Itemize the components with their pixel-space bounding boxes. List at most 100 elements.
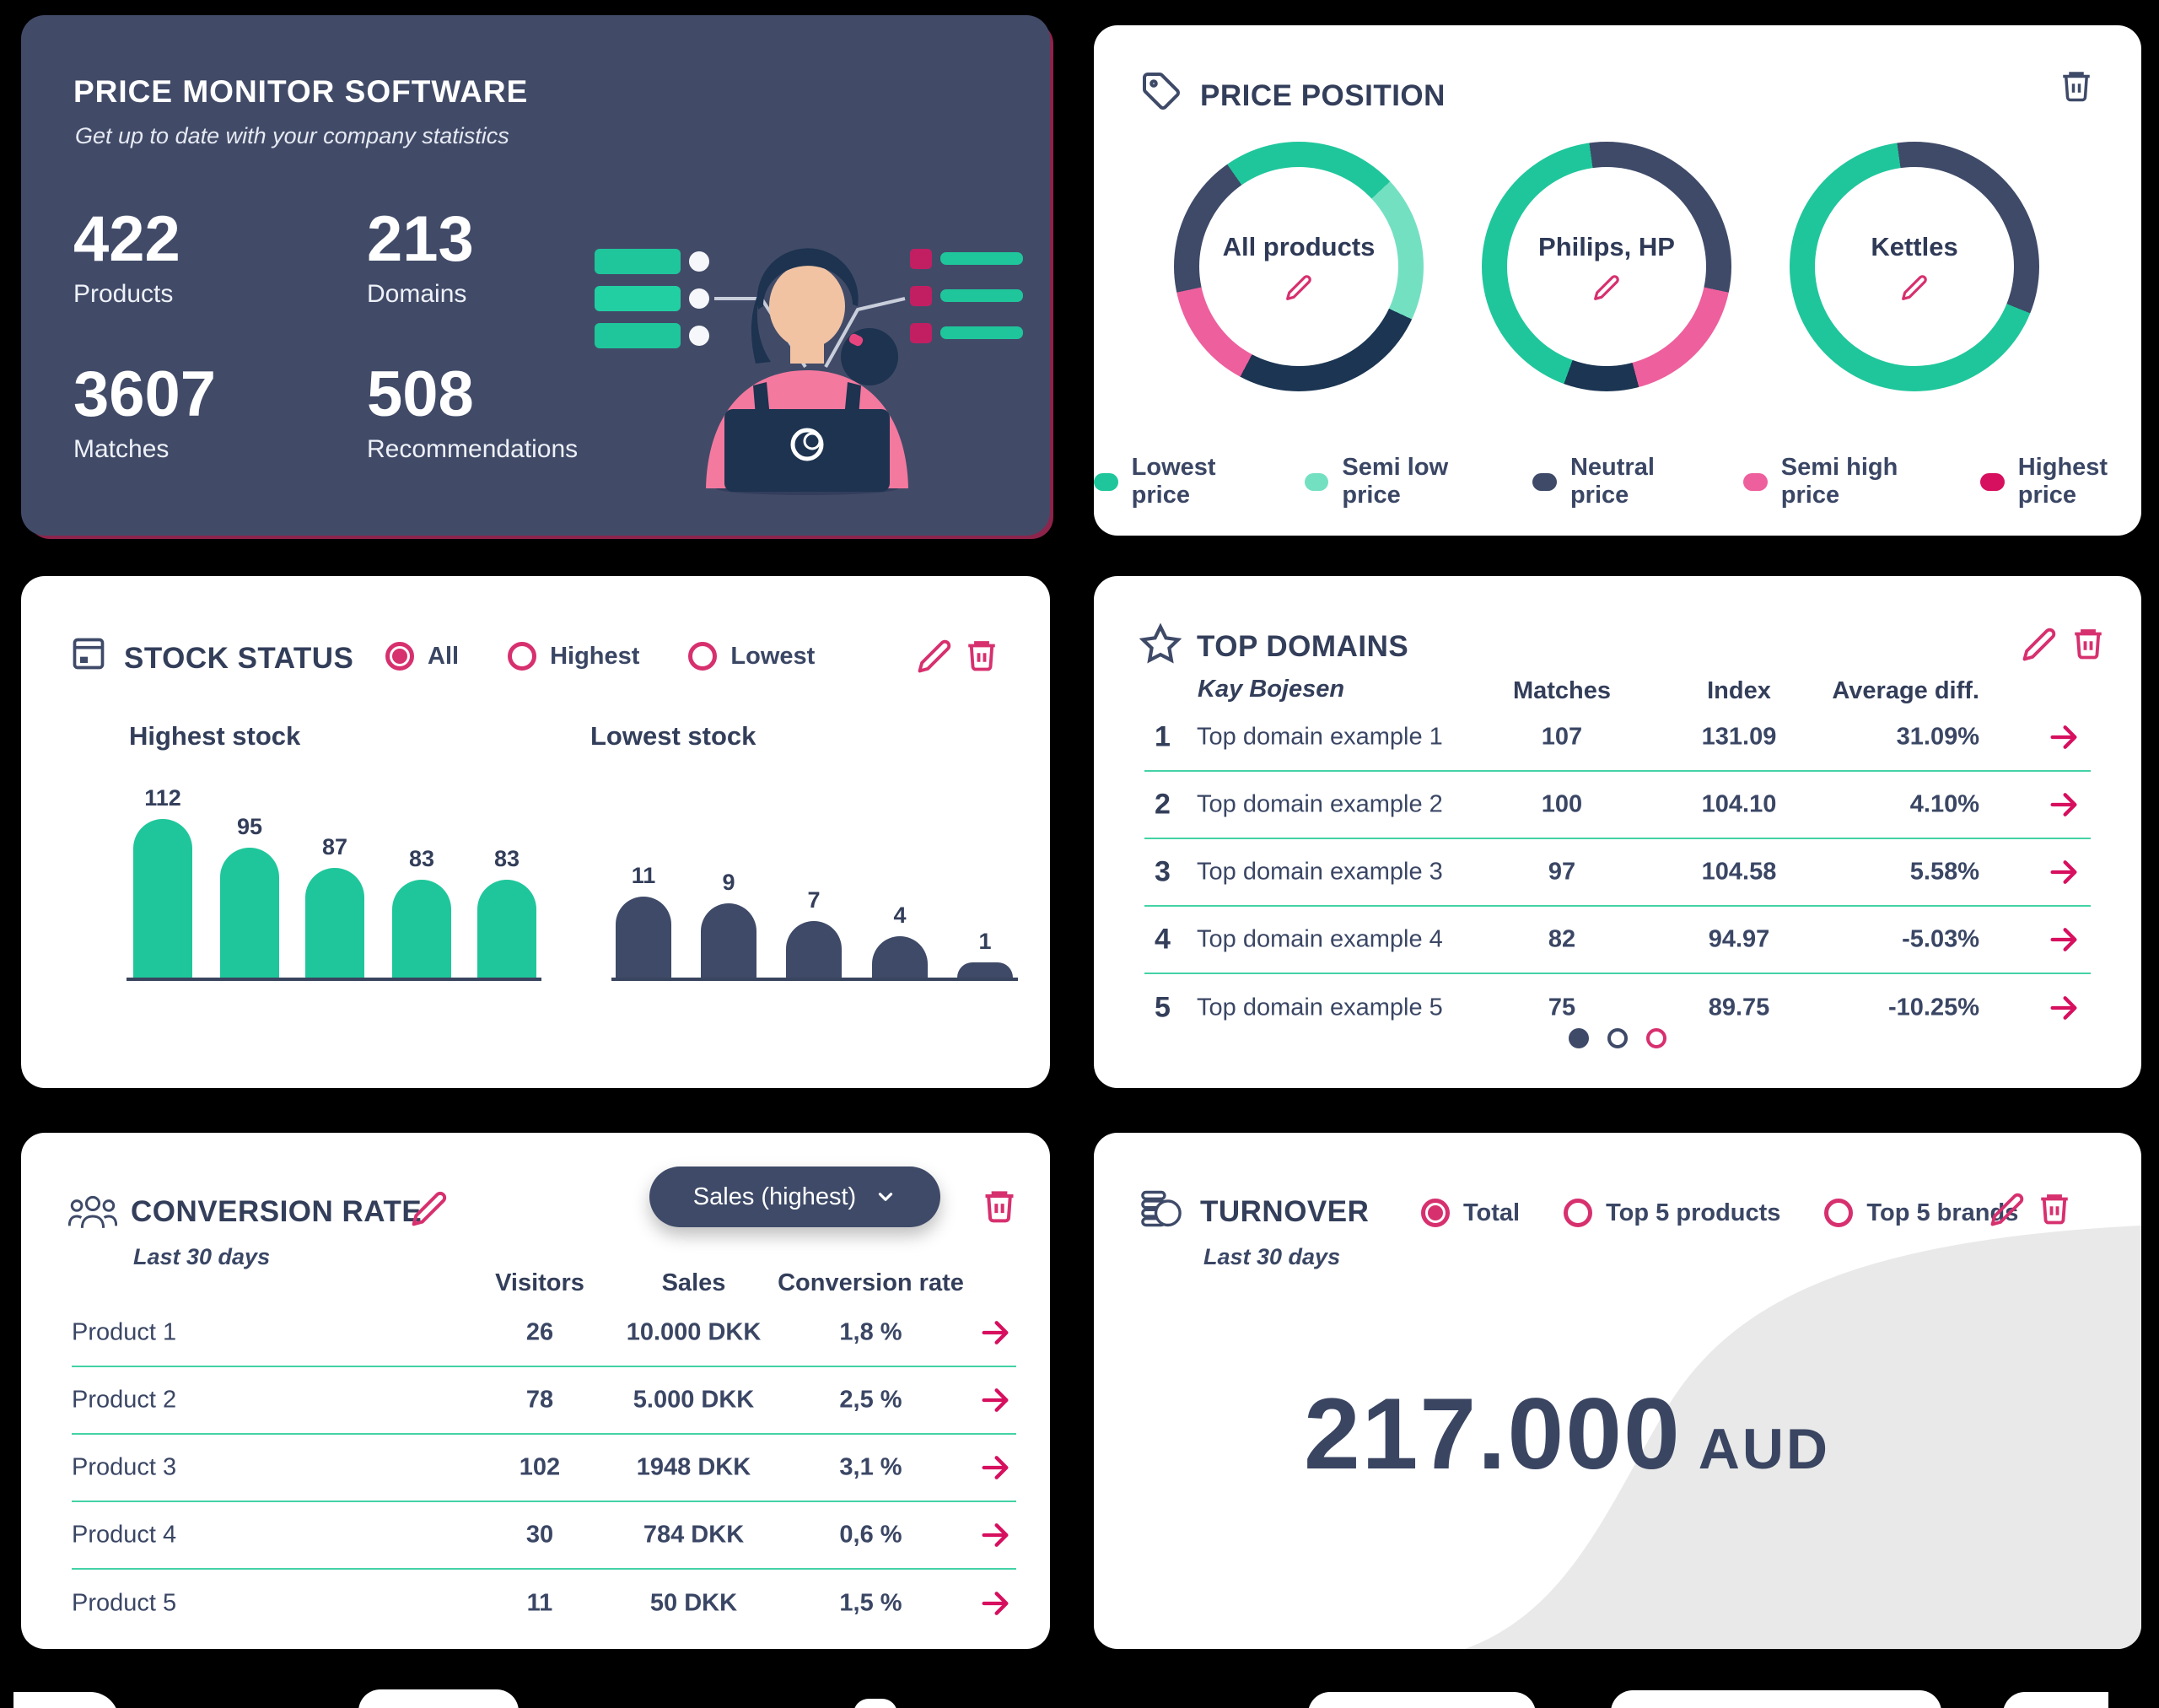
row-rank: 1 [1155, 720, 1171, 753]
row-sales: 1948 DKK [636, 1453, 751, 1481]
col-average-diff: Average diff. [1832, 677, 1979, 704]
delete-widget-button[interactable] [981, 1187, 1018, 1224]
open-row-arrow-button[interactable] [978, 1316, 1012, 1350]
legend-item: Lowest price [1094, 454, 1251, 509]
donut-chart: Philips, HP [1482, 142, 1731, 391]
row-conversion-rate: 1,5 % [839, 1589, 902, 1617]
domains-table: 1 Top domain example 1 107 131.09 31.09%… [1144, 704, 2091, 1042]
table-row: Product 5 11 50 DKK 1,5 % [72, 1570, 1016, 1637]
radio-circle-icon [1564, 1199, 1593, 1227]
conversion-table: Product 1 26 10.000 DKK 1,8 % Product 2 … [72, 1300, 1016, 1637]
radio-circle-icon [1824, 1199, 1854, 1227]
panel-subtitle: Last 30 days [1203, 1244, 1341, 1269]
row-index: 104.58 [1701, 858, 1777, 886]
stats-grid: 422 Products 213 Domains 3607 Matches 50… [73, 207, 578, 464]
table-row: Product 3 102 1948 DKK 3,1 % [72, 1435, 1016, 1502]
radio-option[interactable]: Highest [508, 642, 639, 671]
delete-widget-button[interactable] [964, 637, 999, 672]
woman-figure [706, 248, 908, 495]
stat-label: Domains [367, 280, 467, 308]
stat-value: 508 [367, 358, 474, 430]
pagination-dot[interactable] [1646, 1028, 1666, 1048]
table-row: Product 4 30 784 DKK 0,6 % [72, 1502, 1016, 1570]
row-name: Top domain example 4 [1197, 925, 1443, 953]
bar: 95 [220, 814, 279, 978]
row-conversion-rate: 0,6 % [839, 1521, 902, 1549]
legend-swatch [1743, 472, 1768, 491]
sort-dropdown[interactable]: Sales (highest) [649, 1167, 940, 1227]
legend-swatch [1980, 472, 2005, 491]
tag-icon [1143, 73, 1180, 110]
turnover-panel: TURNOVER Last 30 days Total Top 5 produc… [1094, 1133, 2141, 1649]
edit-segment-button[interactable] [1901, 274, 1928, 301]
delete-widget-button[interactable] [2037, 1190, 2072, 1226]
open-row-arrow-button[interactable] [978, 1451, 1012, 1484]
delete-widget-button[interactable] [2070, 625, 2106, 660]
open-row-arrow-button[interactable] [978, 1383, 1012, 1417]
edit-segment-button[interactable] [1285, 274, 1312, 301]
radio-label: Total [1463, 1199, 1521, 1226]
bar-value-label: 7 [807, 887, 821, 913]
open-row-arrow-button[interactable] [2047, 855, 2081, 889]
pagination-dot[interactable] [1569, 1028, 1589, 1048]
edit-widget-button[interactable] [917, 638, 952, 674]
col-visitors: Visitors [495, 1269, 584, 1296]
woman-illustration [595, 248, 1023, 495]
row-product-name: Product 4 [72, 1521, 177, 1549]
bar-value-label: 83 [408, 846, 435, 871]
bar-value-label: 9 [722, 870, 735, 895]
row-sales: 10.000 DKK [626, 1318, 762, 1346]
row-average-diff: 4.10% [1909, 790, 1979, 818]
panel-subtitle: Last 30 days [133, 1244, 271, 1269]
table-row: 3 Top domain example 3 97 104.58 5.58% [1144, 839, 2091, 907]
open-row-arrow-button[interactable] [978, 1587, 1012, 1620]
open-row-arrow-button[interactable] [2047, 991, 2081, 1025]
row-rank: 4 [1155, 923, 1171, 956]
edit-widget-button[interactable] [411, 1190, 448, 1227]
turnover-wave-decoration [1465, 1226, 2141, 1649]
bar: 11 [616, 863, 671, 978]
next-row-card-peek [1308, 1692, 1536, 1708]
edit-widget-button[interactable] [1989, 1192, 2025, 1227]
bar: 83 [392, 846, 451, 978]
row-average-diff: 31.09% [1896, 723, 1979, 751]
radio-option[interactable]: Lowest [688, 642, 815, 671]
legend-label: Semi low price [1342, 454, 1449, 509]
radio-option[interactable]: All [385, 642, 459, 671]
bar-value-label: 11 [631, 863, 656, 888]
row-index: 104.10 [1701, 790, 1777, 818]
row-visitors: 11 [526, 1589, 553, 1617]
turnover-amount: 217.000 [1303, 1377, 1682, 1490]
donut-chart: Kettles [1790, 142, 2039, 391]
list-icon-left [595, 249, 709, 348]
bar-value-label: 4 [893, 902, 907, 928]
price-position-panel: PRICE POSITION All products Philips, HP … [1094, 25, 2141, 536]
col-matches: Matches [1512, 677, 1612, 704]
top-domains-panel: TOP DOMAINS Kay Bojesen Matches Index Av… [1094, 576, 2141, 1088]
radio-label: Lowest [730, 642, 816, 670]
legend-label: Highest price [2017, 454, 2108, 509]
row-index: 89.75 [1708, 994, 1770, 1021]
turnover-amount-row: 217.000 AUD [1094, 1376, 2091, 1492]
radio-option[interactable]: Total [1421, 1199, 1520, 1227]
row-name: Top domain example 1 [1197, 723, 1443, 751]
price-monitor-panel: PRICE MONITOR SOFTWARE Get up to date wi… [21, 15, 1050, 536]
row-rank: 3 [1155, 855, 1171, 888]
table-row: 4 Top domain example 4 82 94.97 -5.03% [1144, 907, 2091, 974]
row-average-diff: -10.25% [1887, 994, 1979, 1021]
delete-widget-button[interactable] [2059, 67, 2094, 103]
open-row-arrow-button[interactable] [978, 1518, 1012, 1552]
panel-title: PRICE POSITION [1200, 79, 1446, 112]
page-title: PRICE MONITOR SOFTWARE [73, 74, 529, 109]
star-icon [1139, 623, 1182, 664]
edit-segment-button[interactable] [1593, 274, 1620, 301]
edit-widget-button[interactable] [2022, 627, 2057, 662]
next-row-card-peek [358, 1689, 519, 1708]
open-row-arrow-button[interactable] [2047, 788, 2081, 822]
radio-option[interactable]: Top 5 products [1564, 1199, 1780, 1227]
open-row-arrow-button[interactable] [2047, 720, 2081, 754]
pagination-dot[interactable] [1607, 1028, 1628, 1048]
open-row-arrow-button[interactable] [2047, 923, 2081, 956]
row-visitors: 102 [519, 1453, 561, 1481]
legend-item: Semi high price [1743, 454, 1926, 509]
